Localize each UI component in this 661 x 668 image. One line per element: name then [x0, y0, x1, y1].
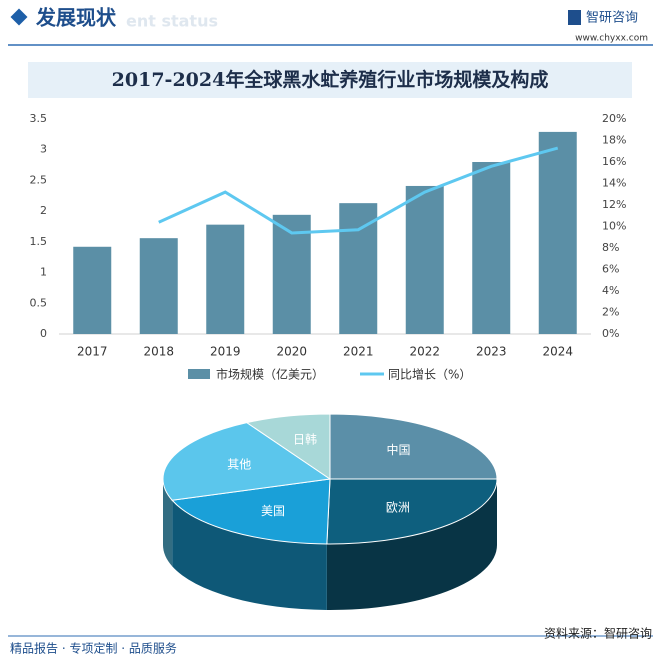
pie-label: 欧洲 [386, 500, 410, 514]
url: www.chyxx.com [575, 34, 648, 44]
pie-slice [245, 413, 331, 480]
bar [139, 238, 178, 334]
bar [339, 203, 378, 334]
line [158, 146, 559, 235]
pie-label: 其他 [227, 457, 251, 471]
pie-slice [329, 413, 498, 480]
legend-swatch [188, 369, 210, 379]
bar [272, 214, 311, 334]
footer-text: 精品报告 · 专项定制 · 品质服务 [10, 641, 177, 656]
bar [472, 162, 511, 334]
y2-tick-label: 16% [602, 155, 626, 168]
x-tick-label: 2019 [210, 345, 241, 359]
y-tick-label: 0 [40, 327, 47, 340]
pie-label: 美国 [261, 504, 285, 518]
y-tick-label: 1.5 [30, 235, 48, 248]
y2-tick-label: 0% [602, 327, 619, 340]
pie-label: 中国 [386, 442, 410, 457]
pie-label: 日韩 [293, 432, 317, 447]
pie-side [326, 479, 497, 610]
y2-tick-label: 14% [602, 177, 626, 190]
logo-text: 智研咨询 [586, 11, 638, 26]
pie-slice [326, 478, 498, 545]
y2-tick-label: 20% [602, 112, 626, 125]
pie-slice [162, 422, 332, 501]
bar [206, 224, 245, 334]
y-tick-label: 2.5 [30, 173, 48, 186]
source: 资料来源：智研咨询 [544, 626, 652, 641]
y-tick-label: 2 [40, 204, 47, 217]
y-tick-label: 3 [40, 143, 47, 156]
x-tick-label: 2021 [343, 345, 374, 359]
bar [73, 246, 112, 334]
header-subtitle: ent status [126, 12, 218, 31]
y-tick-label: 3.5 [30, 112, 48, 125]
header-title: 发展现状 [35, 6, 117, 30]
y2-tick-label: 6% [602, 263, 619, 276]
pie-side [172, 500, 327, 610]
y-tick-label: 0.5 [30, 296, 48, 309]
title-band [28, 62, 632, 98]
x-tick-label: 2023 [476, 345, 507, 359]
y2-tick-label: 12% [602, 198, 626, 211]
y2-tick-label: 4% [602, 284, 619, 297]
chart-title: 2017-2024年全球黑水虻养殖行业市场规模及构成 [112, 68, 549, 91]
pie-side [163, 479, 173, 567]
x-tick-label: 2017 [77, 345, 108, 359]
y2-tick-label: 10% [602, 220, 626, 233]
x-tick-label: 2020 [276, 345, 307, 359]
x-tick-label: 2018 [143, 345, 174, 359]
x-tick-label: 2022 [409, 345, 440, 359]
bar [405, 185, 444, 334]
logo-icon [568, 10, 581, 25]
legend-label: 市场规模（亿美元） [216, 367, 324, 382]
y2-tick-label: 18% [602, 134, 626, 147]
y2-tick-label: 8% [602, 241, 619, 254]
legend-label: 同比增长（%） [388, 368, 471, 382]
x-tick-label: 2024 [542, 345, 573, 359]
bar [538, 131, 577, 334]
y2-tick-label: 2% [602, 306, 619, 319]
y-tick-label: 1 [40, 266, 47, 279]
